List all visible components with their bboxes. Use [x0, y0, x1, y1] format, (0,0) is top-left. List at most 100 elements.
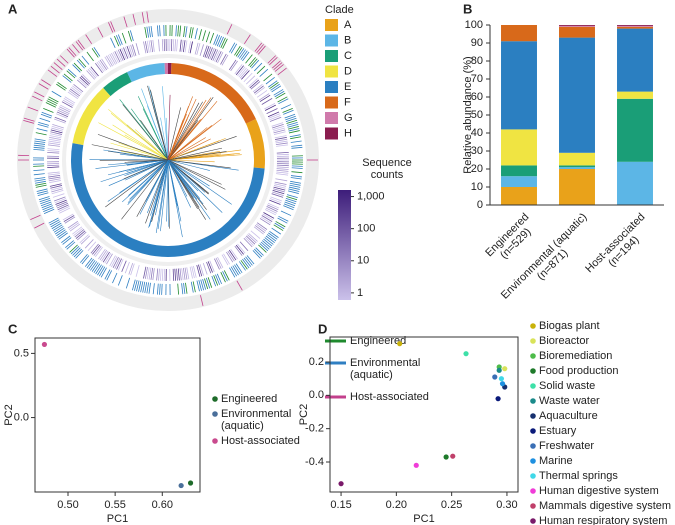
environmental-tick	[274, 90, 285, 98]
count-tick	[271, 193, 284, 198]
environmental-tick	[265, 76, 275, 85]
panel-label: B	[463, 1, 472, 16]
count-tick	[80, 75, 91, 85]
environmental-tick	[290, 180, 302, 184]
environmental-tick	[271, 85, 282, 93]
count-tick	[121, 260, 127, 272]
count-tick	[272, 124, 284, 129]
count-tick	[101, 58, 109, 70]
host-tick	[236, 280, 243, 291]
count-tick	[258, 93, 270, 101]
legend-marker	[530, 323, 536, 329]
engineered-tick	[43, 107, 54, 113]
y-tick-label: 100	[465, 19, 483, 31]
count-tick	[51, 125, 64, 130]
environmental-tick	[34, 179, 46, 182]
count-tick	[80, 235, 91, 245]
bar-segment	[501, 176, 537, 187]
environmental-tick	[66, 241, 76, 250]
legend-marker	[530, 473, 536, 479]
count-tick	[146, 267, 150, 280]
engineered-tick	[198, 29, 202, 40]
host-tick	[257, 45, 266, 55]
engineered-tick	[275, 221, 286, 228]
legend-label: Aquaculture	[539, 410, 598, 422]
tree-branch	[112, 124, 169, 161]
count-tick	[62, 99, 74, 107]
bar-segment	[617, 161, 653, 205]
tree-branch	[124, 159, 169, 163]
count-tick	[276, 144, 289, 147]
y-tick-label: -0.2	[305, 423, 324, 435]
count-tick	[112, 256, 119, 268]
count-tick	[271, 122, 284, 127]
count-tick	[75, 230, 86, 239]
environmental-tick	[125, 277, 131, 289]
clade-arc	[168, 63, 172, 75]
count-tick	[87, 241, 97, 252]
point	[492, 374, 498, 380]
count-tick	[220, 53, 227, 65]
environmental-tick	[86, 258, 94, 269]
count-tick	[52, 193, 65, 198]
environmental-tick	[136, 280, 140, 292]
legend-label: H	[344, 127, 352, 139]
count-tick	[234, 245, 243, 256]
count-tick	[184, 40, 188, 53]
count-tick	[209, 260, 215, 272]
tree-branch	[167, 114, 190, 161]
host-tick	[200, 295, 204, 306]
count-tick	[249, 79, 260, 89]
point	[502, 366, 508, 372]
environmental-tick	[285, 115, 296, 121]
engineered-tick	[220, 37, 226, 48]
count-tick	[51, 188, 63, 193]
count-tick	[244, 236, 254, 246]
count-tick	[50, 185, 63, 189]
y-tick-label: 50	[471, 109, 483, 121]
environmental-tick	[72, 64, 81, 73]
y-tick-label: -0.4	[305, 456, 324, 468]
engineered-tick	[183, 26, 186, 38]
environmental-tick	[148, 282, 151, 294]
count-tick	[264, 104, 276, 111]
environmental-tick	[51, 90, 62, 98]
count-tick	[96, 61, 105, 73]
legend-marker	[212, 438, 218, 444]
colorbar-tick-label: 1,000	[357, 190, 385, 202]
tree-branch	[167, 159, 170, 227]
y-tick-label: 10	[471, 181, 483, 193]
count-tick	[117, 259, 124, 271]
bar-segment	[501, 41, 537, 130]
engineered-tick	[256, 65, 266, 74]
legend-label: C	[344, 50, 352, 62]
count-tick	[239, 241, 249, 252]
environmental-tick	[205, 277, 211, 289]
tree-branch	[167, 107, 181, 161]
count-tick	[57, 204, 69, 211]
count-tick	[276, 166, 289, 168]
environmental-tick	[110, 37, 116, 48]
environmental-tick	[157, 283, 159, 295]
environmental-tick	[278, 98, 289, 105]
legend-label-box: Marine	[539, 455, 573, 467]
engineered-tick	[204, 278, 209, 290]
environmental-tick	[148, 26, 151, 38]
colorbar-tick-label: 100	[357, 223, 375, 235]
engineered-tick	[188, 26, 192, 38]
count-tick	[196, 43, 201, 55]
x-tick-label: 0.50	[57, 499, 78, 511]
count-tick	[189, 41, 193, 54]
point	[495, 396, 501, 402]
count-tick	[275, 142, 288, 146]
count-tick	[48, 174, 61, 178]
count-tick	[179, 268, 182, 281]
environmental-tick	[181, 283, 184, 295]
environmental-tick	[185, 26, 188, 38]
count-tick	[58, 108, 70, 114]
count-tick	[90, 66, 99, 77]
environmental-tick	[52, 224, 63, 231]
legend-label-box: Bioremediation	[539, 350, 612, 362]
count-tick	[51, 190, 64, 195]
count-tick	[69, 223, 81, 232]
